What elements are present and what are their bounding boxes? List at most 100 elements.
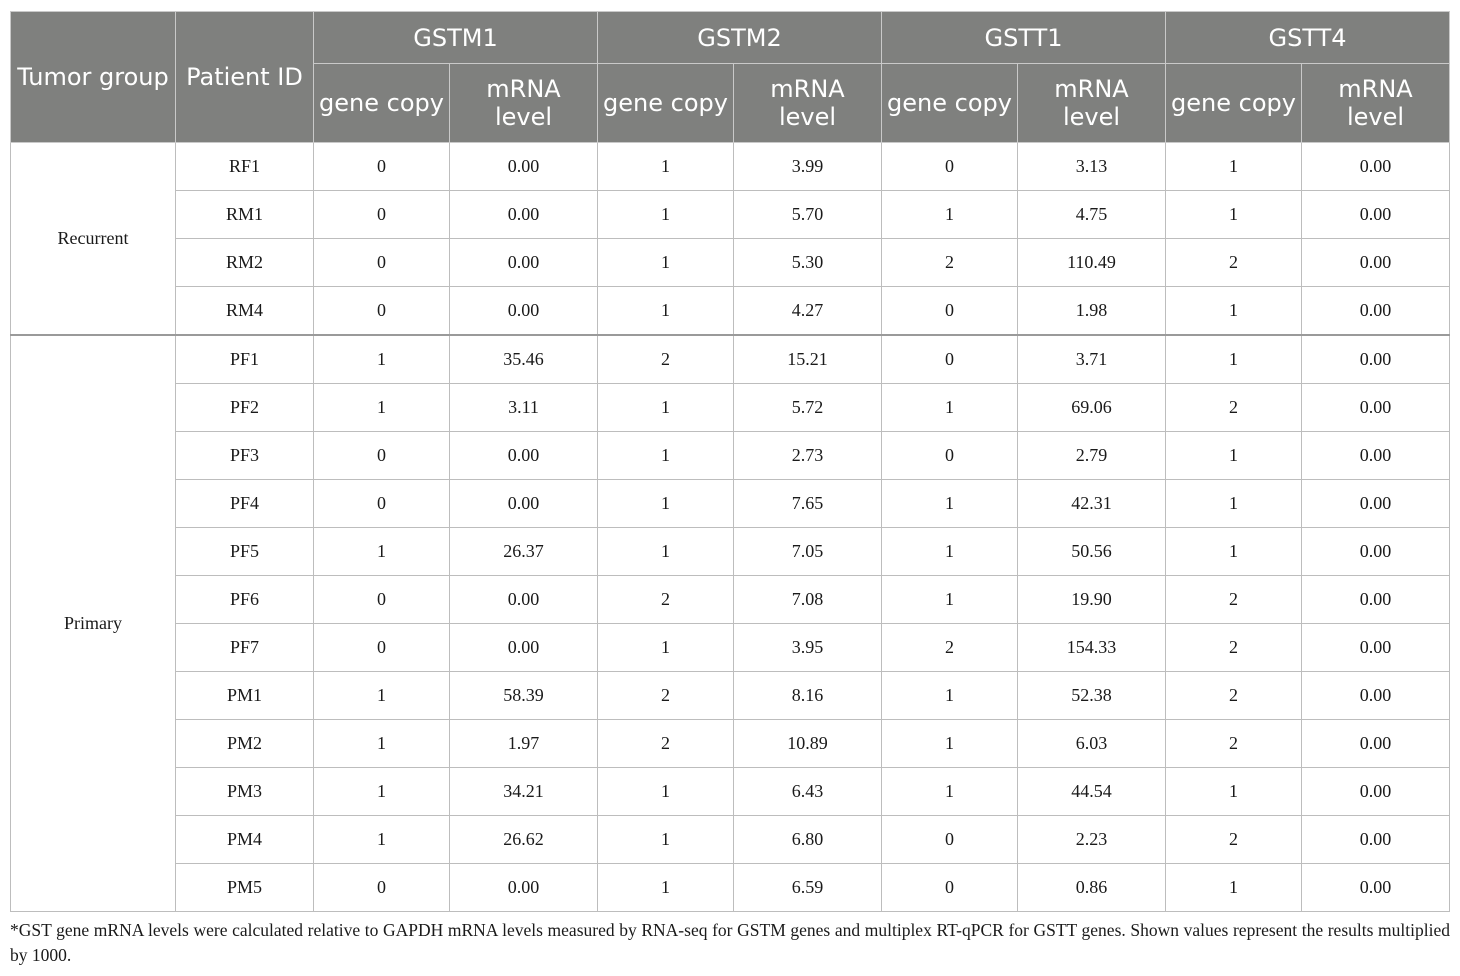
- gene-copy-cell: 1: [597, 767, 734, 816]
- mrna-level-cell: 8.16: [733, 671, 882, 720]
- gene-copy-cell: 2: [1165, 671, 1302, 720]
- gene-copy-cell: 0: [313, 623, 450, 672]
- gene-copy-cell: 1: [313, 719, 450, 768]
- gene-copy-cell: 2: [1165, 815, 1302, 864]
- gene-copy-cell: 1: [597, 383, 734, 432]
- gene-copy-cell: 0: [881, 286, 1018, 336]
- mrna-level-cell: 6.80: [733, 815, 882, 864]
- subheader-gene-copy: gene copy: [881, 63, 1018, 143]
- table-row: RM4 0 0.00 1 4.27 0 1.98 1 0.00: [11, 286, 1450, 336]
- tumor-group-cell: Primary: [10, 334, 176, 912]
- mrna-level-cell: 1.98: [1017, 286, 1166, 336]
- table-row: PF5 1 26.37 1 7.05 1 50.56 1 0.00: [11, 527, 1450, 576]
- subheader-gene-copy: gene copy: [597, 63, 734, 143]
- gene-copy-cell: 0: [313, 286, 450, 336]
- gene-copy-cell: 1: [1165, 142, 1302, 191]
- mrna-level-cell: 0.00: [1301, 238, 1450, 287]
- mrna-level-cell: 42.31: [1017, 479, 1166, 528]
- gene-copy-cell: 0: [313, 431, 450, 480]
- gene-copy-cell: 0: [313, 142, 450, 191]
- mrna-level-cell: 0.00: [1301, 671, 1450, 720]
- patient-id-cell: RM1: [175, 190, 314, 239]
- header-gene-gstt1: GSTT1: [881, 11, 1166, 64]
- gene-copy-cell: 1: [597, 623, 734, 672]
- table-row: PF4 0 0.00 1 7.65 1 42.31 1 0.00: [11, 479, 1450, 528]
- table-row: Recurrent RF1 0 0.00 1 3.99 0 3.13 1 0.00: [10, 142, 1450, 336]
- mrna-level-cell: 3.95: [733, 623, 882, 672]
- mrna-level-cell: 6.03: [1017, 719, 1166, 768]
- patient-id-cell: PF7: [175, 623, 314, 672]
- gene-copy-cell: 2: [1165, 238, 1302, 287]
- gene-copy-cell: 1: [1165, 863, 1302, 912]
- mrna-level-cell: 2.23: [1017, 815, 1166, 864]
- subheader-mrna-level: mRNA level: [1017, 63, 1166, 143]
- patient-id-cell: PM4: [175, 815, 314, 864]
- mrna-level-cell: 3.71: [1017, 334, 1166, 384]
- patient-id-cell: PM3: [175, 767, 314, 816]
- gene-copy-cell: 1: [881, 479, 1018, 528]
- gene-copy-cell: 1: [881, 527, 1018, 576]
- subheader-mrna-level: mRNA level: [733, 63, 882, 143]
- patient-id-cell: PM1: [175, 671, 314, 720]
- mrna-level-cell: 6.59: [733, 863, 882, 912]
- mrna-level-cell: 0.00: [1301, 863, 1450, 912]
- mrna-level-cell: 4.27: [733, 286, 882, 336]
- mrna-level-cell: 52.38: [1017, 671, 1166, 720]
- gene-copy-cell: 2: [881, 623, 1018, 672]
- patient-id-cell: PF2: [175, 383, 314, 432]
- gene-copy-cell: 1: [597, 286, 734, 336]
- mrna-level-cell: 0.00: [449, 431, 598, 480]
- subheader-mrna-level: mRNA level: [449, 63, 598, 143]
- mrna-level-cell: 35.46: [449, 334, 598, 384]
- gene-copy-cell: 2: [1165, 383, 1302, 432]
- patient-id-cell: PF5: [175, 527, 314, 576]
- gene-copy-cell: 1: [597, 527, 734, 576]
- mrna-level-cell: 0.00: [1301, 479, 1450, 528]
- mrna-level-cell: 50.56: [1017, 527, 1166, 576]
- gene-copy-cell: 1: [881, 383, 1018, 432]
- gene-copy-cell: 2: [1165, 623, 1302, 672]
- mrna-level-cell: 0.00: [1301, 334, 1450, 384]
- gene-copy-cell: 1: [881, 767, 1018, 816]
- mrna-level-cell: 0.00: [1301, 383, 1450, 432]
- mrna-level-cell: 7.08: [733, 575, 882, 624]
- gene-copy-cell: 1: [313, 334, 450, 384]
- subheader-gene-copy: gene copy: [1165, 63, 1302, 143]
- gene-copy-cell: 1: [881, 190, 1018, 239]
- mrna-level-cell: 0.00: [1301, 623, 1450, 672]
- gene-copy-cell: 1: [313, 815, 450, 864]
- gst-expression-table: Tumor group Patient ID GSTM1 GSTM2 GSTT1…: [10, 11, 1450, 912]
- mrna-level-cell: 0.00: [1301, 286, 1450, 336]
- header-gene-gstm1: GSTM1: [313, 11, 598, 64]
- mrna-level-cell: 44.54: [1017, 767, 1166, 816]
- gene-copy-cell: 1: [881, 719, 1018, 768]
- gene-copy-cell: 1: [597, 238, 734, 287]
- gene-copy-cell: 1: [1165, 286, 1302, 336]
- mrna-level-cell: 3.13: [1017, 142, 1166, 191]
- gene-copy-cell: 1: [597, 190, 734, 239]
- gene-copy-cell: 1: [881, 575, 1018, 624]
- mrna-level-cell: 0.00: [449, 286, 598, 336]
- mrna-level-cell: 15.21: [733, 334, 882, 384]
- patient-id-cell: PF1: [175, 334, 314, 384]
- mrna-level-cell: 0.00: [1301, 431, 1450, 480]
- mrna-level-cell: 0.00: [1301, 190, 1450, 239]
- gene-copy-cell: 2: [881, 238, 1018, 287]
- gene-copy-cell: 1: [1165, 527, 1302, 576]
- table-footnote: *GST gene mRNA levels were calculated re…: [10, 920, 1450, 965]
- mrna-level-cell: 7.05: [733, 527, 882, 576]
- gene-copy-cell: 0: [313, 238, 450, 287]
- table-row: PF3 0 0.00 1 2.73 0 2.79 1 0.00: [11, 431, 1450, 480]
- mrna-level-cell: 0.00: [449, 238, 598, 287]
- gene-copy-cell: 1: [597, 142, 734, 191]
- patient-id-cell: PF4: [175, 479, 314, 528]
- mrna-level-cell: 0.00: [449, 142, 598, 191]
- table-row: RM2 0 0.00 1 5.30 2 110.49 2 0.00: [11, 238, 1450, 287]
- mrna-level-cell: 69.06: [1017, 383, 1166, 432]
- patient-id-cell: PF3: [175, 431, 314, 480]
- header-tumor-group: Tumor group: [10, 11, 176, 143]
- gene-copy-cell: 1: [1165, 431, 1302, 480]
- mrna-level-cell: 0.00: [1301, 719, 1450, 768]
- tumor-group-cell: Recurrent: [10, 142, 176, 336]
- table-row: PM1 1 58.39 2 8.16 1 52.38 2 0.00: [11, 671, 1450, 720]
